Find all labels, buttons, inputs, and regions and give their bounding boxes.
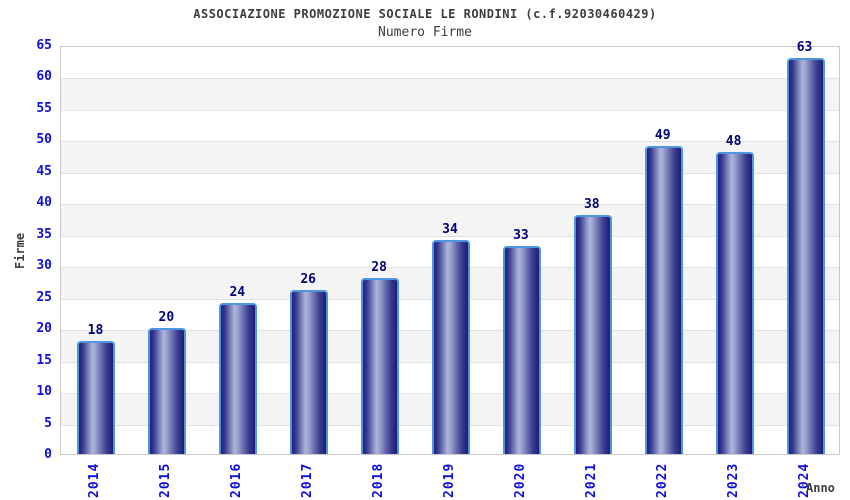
chart-subtitle: Numero Firme	[378, 25, 472, 40]
grid-band	[61, 172, 839, 204]
y-tick-label: 10	[36, 384, 52, 400]
bar-2018	[361, 277, 400, 454]
y-tick-label: 0	[44, 447, 52, 462]
bar-2015	[148, 328, 187, 454]
bar-value-label: 34	[442, 222, 458, 238]
y-tick-label: 45	[36, 163, 52, 179]
x-tick-label: 2024	[796, 462, 812, 498]
bar-value-label: 49	[654, 127, 671, 143]
grid-band	[61, 204, 839, 236]
bar-value-label: 28	[371, 259, 387, 275]
bar-2014	[77, 340, 116, 454]
y-tick-label: 5	[44, 415, 52, 431]
x-tick-label: 2022	[654, 462, 670, 498]
bar-value-label: 33	[513, 228, 529, 244]
bar-2021	[573, 214, 612, 454]
y-tick-label: 20	[36, 321, 52, 337]
x-tick-label: 2021	[583, 462, 599, 498]
chart-title: ASSOCIAZIONE PROMOZIONE SOCIALE LE RONDI…	[193, 7, 657, 21]
bar-value-label: 63	[796, 39, 813, 55]
x-tick-label: 2014	[87, 462, 103, 498]
grid-band	[61, 235, 839, 267]
x-tick-label: 2018	[371, 462, 387, 498]
bar-2023	[715, 151, 754, 454]
y-tick-label: 35	[36, 226, 52, 242]
y-tick-label: 50	[36, 132, 52, 148]
bar-value-label: 20	[158, 310, 175, 326]
bar-value-label: 38	[583, 196, 600, 212]
grid-band	[61, 78, 839, 110]
y-tick-label: 65	[36, 38, 52, 53]
bar-value-label: 26	[300, 272, 316, 288]
bar-value-label: 18	[87, 322, 104, 338]
x-tick-label: 2023	[725, 462, 741, 498]
bar-2024	[786, 57, 825, 454]
x-tick-label: 2019	[442, 462, 457, 498]
y-tick-label: 30	[36, 258, 52, 274]
bar-value-label: 24	[229, 284, 246, 300]
bar-2020	[502, 246, 541, 454]
grid-band	[61, 141, 839, 173]
x-tick-label: 2020	[512, 462, 528, 498]
x-tick-label: 2016	[229, 462, 245, 498]
y-tick-label: 15	[36, 352, 52, 368]
y-tick-label: 60	[36, 69, 52, 85]
x-axis-title: Anno	[806, 481, 835, 495]
bar-2022	[644, 145, 683, 454]
y-tick-label: 40	[36, 195, 52, 211]
y-tick-label: 55	[36, 100, 52, 116]
x-tick-label: 2015	[158, 462, 174, 498]
bar-2019	[432, 240, 470, 454]
y-tick-label: 25	[36, 289, 52, 305]
bar-value-label: 48	[725, 133, 742, 149]
grid-band	[61, 109, 839, 141]
bar-2017	[290, 290, 329, 454]
x-tick-label: 2017	[300, 462, 316, 498]
plot-area	[60, 46, 840, 455]
grid-band	[61, 47, 839, 78]
bar-2016	[219, 303, 258, 454]
